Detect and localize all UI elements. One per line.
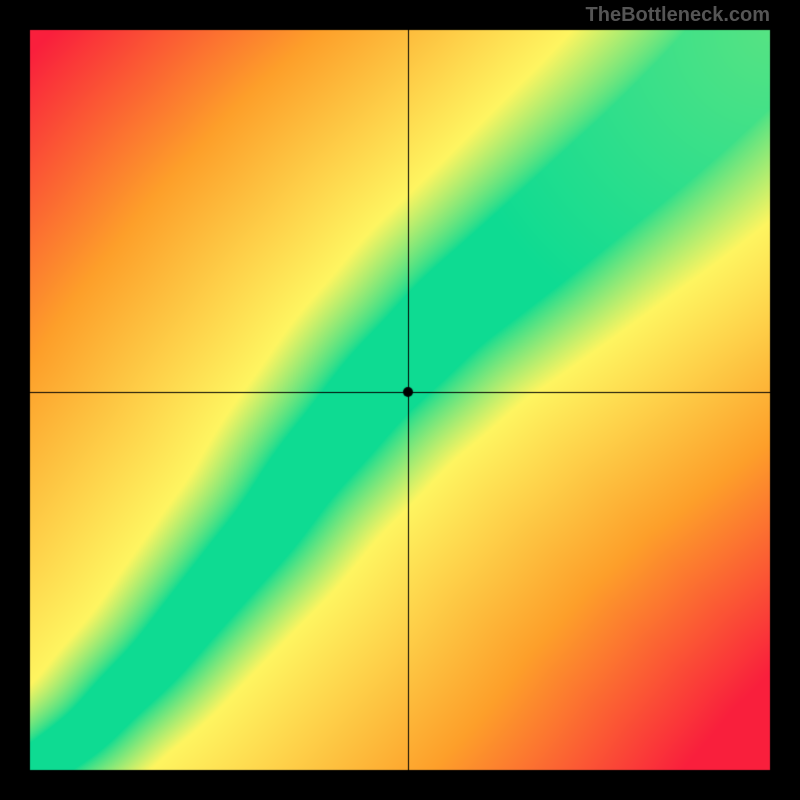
watermark-text: TheBottleneck.com — [586, 4, 770, 27]
heatmap-canvas — [0, 0, 800, 800]
chart-container: TheBottleneck.com — [0, 0, 800, 800]
